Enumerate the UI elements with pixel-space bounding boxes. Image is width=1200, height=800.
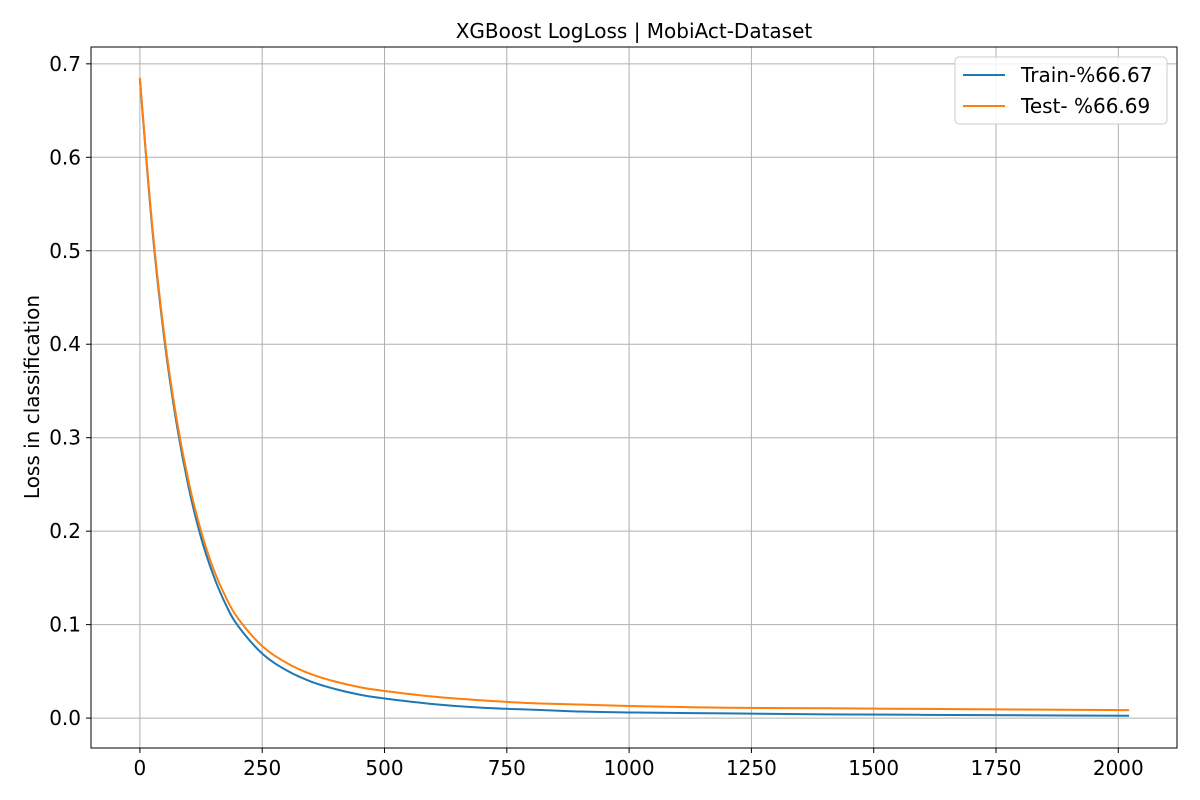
y-tick-label: 0.0 — [49, 706, 81, 730]
y-tick-label: 0.6 — [49, 145, 81, 169]
axes-layer — [90, 46, 1178, 749]
legend-label: Test- %66.69 — [1020, 94, 1150, 118]
y-tick-label: 0.3 — [49, 426, 81, 450]
legend-entries: Train-%66.67 Test- %66.69 — [963, 63, 1152, 118]
chart-title: XGBoost LogLoss | MobiAct-Dataset — [456, 19, 813, 43]
series-line-train — [138, 78, 1130, 717]
y-tick-label: 0.4 — [49, 332, 81, 356]
x-tick-label: 750 — [488, 756, 526, 780]
series-line-test — [138, 77, 1130, 712]
grid-layer — [91, 47, 1177, 748]
x-tick-label: 250 — [243, 756, 281, 780]
plot-frame — [90, 46, 1178, 749]
x-tick-label: 0 — [134, 756, 147, 780]
x-tick-label: 1750 — [971, 756, 1022, 780]
y-tick-label: 0.7 — [49, 52, 81, 76]
legend-box — [954, 56, 1168, 125]
y-tick-label: 0.5 — [49, 239, 81, 263]
series-layer — [138, 77, 1130, 717]
x-tick-label: 1250 — [726, 756, 777, 780]
x-tick-label: 1000 — [604, 756, 655, 780]
legend: Train-%66.67 Test- %66.69 — [954, 56, 1168, 125]
x-tick-label: 2000 — [1093, 756, 1144, 780]
legend-label: Train-%66.67 — [1020, 63, 1152, 87]
x-tick-label: 1500 — [848, 756, 899, 780]
y-tick-label: 0.1 — [49, 613, 81, 637]
tick-layer: 0 250 500 750 1000 1250 1500 1750 2000 0.0 0.1 0.2 0… — [49, 52, 1144, 780]
y-tick-label: 0.2 — [49, 519, 81, 543]
x-tick-label: 500 — [365, 756, 403, 780]
y-axis-label: Loss in classification — [20, 295, 44, 499]
